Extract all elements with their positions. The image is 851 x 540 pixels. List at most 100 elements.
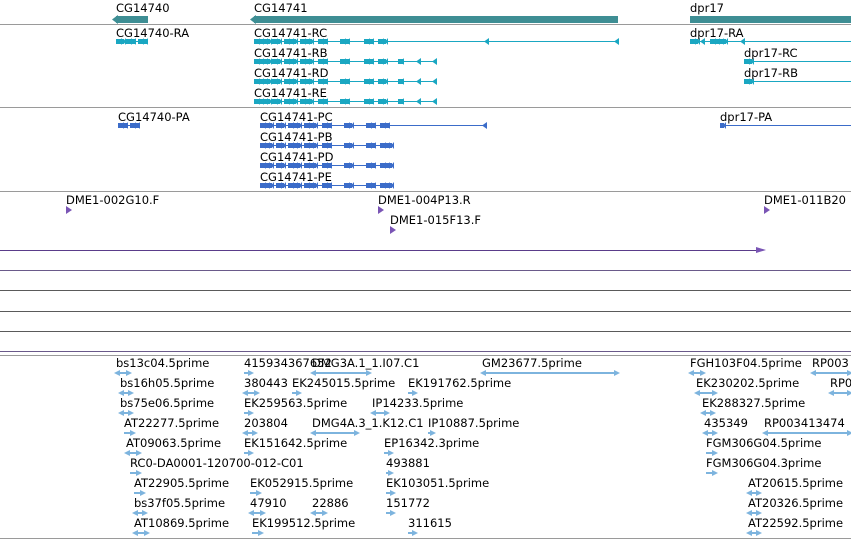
est-arrow bbox=[388, 470, 394, 476]
protein-label[interactable]: CG14741-PB bbox=[260, 130, 333, 144]
est-label[interactable]: 380443 bbox=[244, 376, 288, 390]
strand-chevron bbox=[133, 122, 136, 129]
est-label[interactable]: FGM306G04.5prime bbox=[706, 436, 822, 450]
est-label[interactable]: 22886 bbox=[312, 496, 349, 510]
protein-label[interactable]: CG14740-PA bbox=[118, 110, 190, 124]
est-label[interactable]: FGH103F04.5prime bbox=[690, 356, 802, 370]
est-label[interactable]: EP16342.3prime bbox=[384, 436, 480, 450]
strand-chevron bbox=[391, 182, 394, 189]
track-divider bbox=[0, 311, 851, 312]
est-bar bbox=[134, 492, 144, 494]
est-label[interactable]: EK288327.5prime bbox=[702, 396, 806, 410]
strand-arrow bbox=[432, 58, 437, 65]
strand-chevron bbox=[303, 98, 306, 105]
est-label[interactable]: AT22905.5prime bbox=[134, 476, 230, 490]
est-bar bbox=[312, 512, 326, 514]
est-arrow bbox=[700, 370, 706, 376]
strand-chevron bbox=[261, 58, 264, 65]
est-label[interactable]: bs13c04.5prime bbox=[116, 356, 210, 370]
est-label[interactable]: EK245015.5prime bbox=[292, 376, 396, 390]
gene-label[interactable]: CG14740 bbox=[116, 1, 170, 15]
est-bar bbox=[116, 372, 130, 374]
est-arrow bbox=[810, 370, 816, 376]
est-label[interactable]: 151772 bbox=[386, 496, 430, 510]
est-label[interactable]: AT20615.5prime bbox=[748, 476, 844, 490]
transcript-label[interactable]: dpr17-RB bbox=[744, 66, 798, 80]
strand-arrow bbox=[416, 78, 421, 85]
est-label[interactable]: RP0 bbox=[830, 376, 851, 390]
clone-label[interactable]: DME1-004P13.R bbox=[378, 193, 471, 207]
strand-chevron bbox=[315, 122, 318, 129]
est-label[interactable]: EK230202.5prime bbox=[696, 376, 800, 390]
strand-arrow bbox=[416, 58, 421, 65]
est-arrow bbox=[310, 430, 316, 436]
est-label[interactable]: AT22592.5prime bbox=[748, 516, 844, 530]
est-label[interactable]: 47910 bbox=[250, 496, 287, 510]
est-label[interactable]: RP003413474 bbox=[764, 416, 845, 430]
strand-chevron bbox=[269, 58, 272, 65]
est-label[interactable]: IP14233.5prime bbox=[372, 396, 464, 410]
strand-chevron bbox=[307, 142, 310, 149]
strand-chevron bbox=[325, 98, 328, 105]
est-arrow bbox=[128, 390, 134, 396]
transcript-label[interactable]: dpr17-RC bbox=[744, 46, 798, 60]
transcript-label[interactable]: dpr17-RA bbox=[690, 26, 744, 40]
est-label[interactable]: IP10887.5prime bbox=[428, 416, 520, 430]
transcript-label[interactable]: CG14741-RD bbox=[254, 66, 329, 80]
est-label[interactable]: DMG4A.3_1.K12.C1 bbox=[312, 416, 424, 430]
est-label[interactable]: EK052915.5prime bbox=[250, 476, 354, 490]
strand-chevron bbox=[325, 122, 328, 129]
est-label[interactable]: 493881 bbox=[386, 456, 430, 470]
clone-label[interactable]: DME1-002G10.F bbox=[66, 193, 160, 207]
est-label[interactable]: bs75e06.5prime bbox=[120, 396, 215, 410]
est-label[interactable]: EK151642.5prime bbox=[244, 436, 348, 450]
est-label[interactable]: EK103051.5prime bbox=[386, 476, 490, 490]
strand-chevron bbox=[279, 162, 282, 169]
est-label[interactable]: GM23677.5prime bbox=[482, 356, 582, 370]
est-label[interactable]: AT09063.5prime bbox=[126, 436, 222, 450]
est-label[interactable]: RC0-DA0001-120700-012-C01 bbox=[130, 456, 304, 470]
est-label[interactable]: 203804 bbox=[244, 416, 288, 430]
est-label[interactable]: bs16h05.5prime bbox=[120, 376, 215, 390]
est-arrow bbox=[254, 390, 260, 396]
protein-label[interactable]: dpr17-PA bbox=[720, 110, 773, 124]
est-label[interactable]: AT20326.5prime bbox=[748, 496, 844, 510]
protein-label[interactable]: CG14741-PE bbox=[260, 170, 332, 184]
transcript-label[interactable]: CG14740-RA bbox=[116, 26, 190, 40]
est-arrow bbox=[242, 390, 248, 396]
strand-chevron bbox=[315, 162, 318, 169]
est-label[interactable]: 311615 bbox=[408, 516, 452, 530]
transcript-label[interactable]: CG14741-RC bbox=[254, 26, 328, 40]
est-label[interactable]: RP003 bbox=[812, 356, 849, 370]
est-arrow bbox=[132, 510, 138, 516]
est-label[interactable]: EK259563.5prime bbox=[244, 396, 348, 410]
est-label[interactable]: EK191762.5prime bbox=[408, 376, 512, 390]
est-label[interactable]: DMG3A.1_1.I07.C1 bbox=[312, 356, 420, 370]
clone-label[interactable]: DME1-011B20 bbox=[764, 193, 846, 207]
protein-label[interactable]: CG14741-PC bbox=[260, 110, 333, 124]
est-label[interactable]: 415934367652 bbox=[244, 356, 332, 370]
strand-chevron bbox=[381, 38, 384, 45]
est-label[interactable]: AT10869.5prime bbox=[134, 516, 230, 530]
strand-chevron bbox=[351, 122, 354, 129]
gene-label[interactable]: CG14741 bbox=[254, 1, 308, 15]
gene-label[interactable]: dpr17 bbox=[690, 1, 724, 15]
gene-strand-arrow bbox=[112, 15, 118, 24]
est-label[interactable]: AT22277.5prime bbox=[124, 416, 220, 430]
est-label[interactable]: 435349 bbox=[704, 416, 748, 430]
est-arrow bbox=[700, 410, 706, 416]
strand-chevron bbox=[697, 38, 700, 45]
est-label[interactable]: bs37f05.5prime bbox=[134, 496, 226, 510]
transcript-label[interactable]: CG14741-RE bbox=[254, 86, 327, 100]
strand-chevron bbox=[369, 182, 372, 189]
est-bar bbox=[706, 472, 716, 474]
clone-label[interactable]: DME1-015F13.F bbox=[390, 213, 481, 227]
est-arrow bbox=[388, 450, 394, 456]
est-label[interactable]: EK199512.5prime bbox=[252, 516, 356, 530]
est-arrow bbox=[132, 530, 138, 536]
transcript-label[interactable]: CG14741-RB bbox=[254, 46, 328, 60]
est-label[interactable]: FGM306G04.3prime bbox=[706, 456, 822, 470]
protein-label[interactable]: CG14741-PD bbox=[260, 150, 334, 164]
